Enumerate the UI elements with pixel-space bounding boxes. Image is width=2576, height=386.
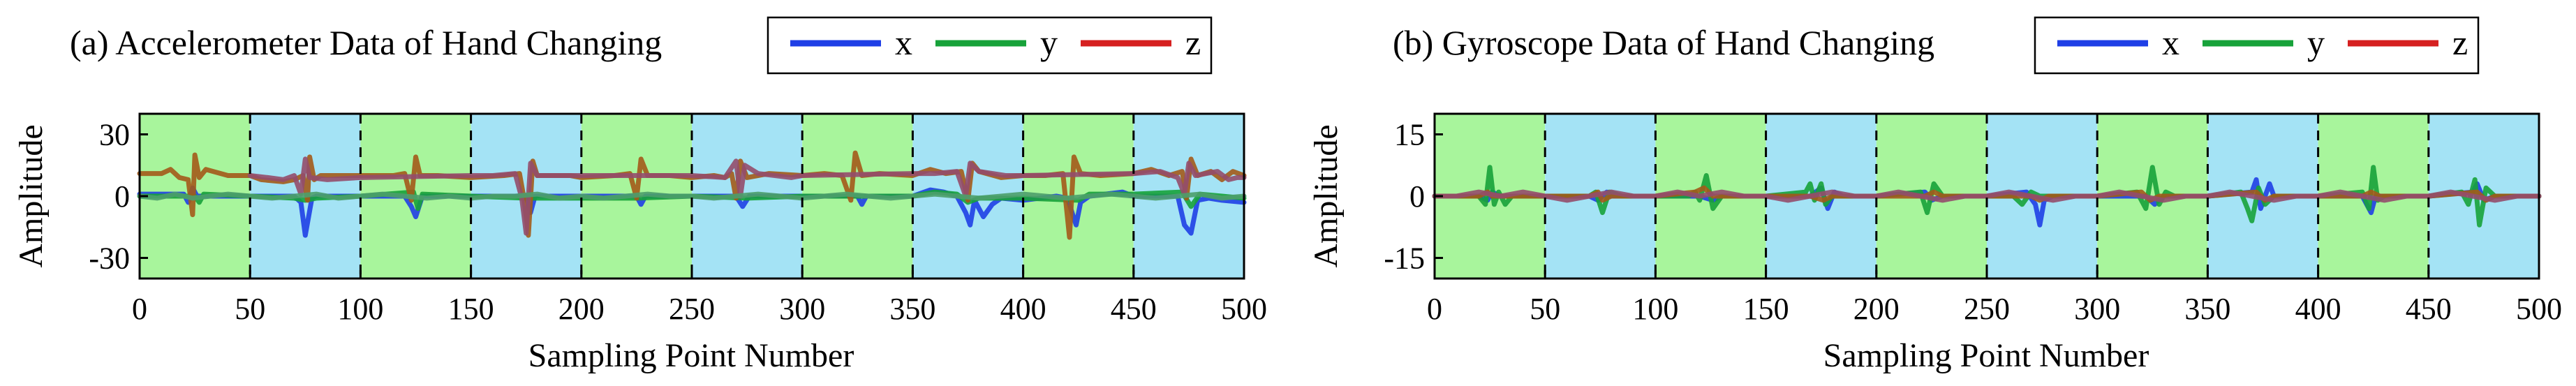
x-tick-label: 0: [1427, 292, 1442, 326]
legend-label-y: y: [2307, 23, 2325, 62]
accelerometer-panel: (a) Accelerometer Data of Hand Changing …: [13, 16, 1267, 374]
y-tick-label: -15: [1384, 242, 1425, 276]
legend-label-y: y: [1040, 23, 1058, 62]
y-tick-label: -30: [89, 242, 130, 276]
x-tick-label: 100: [1632, 292, 1678, 326]
chart-title: (a) Accelerometer Data of Hand Changing: [70, 23, 662, 62]
x-tick-label: 500: [1221, 292, 1267, 326]
legend-label-z: z: [2452, 23, 2468, 62]
x-tick-label: 450: [1111, 292, 1157, 326]
y-axis-label: Amplitude: [1308, 124, 1345, 267]
x-tick-label: 200: [558, 292, 605, 326]
legend-label-z: z: [1185, 23, 1201, 62]
x-axis-label: Sampling Point Number: [528, 337, 854, 374]
x-tick-label: 200: [1853, 292, 1900, 326]
x-tick-label: 300: [779, 292, 825, 326]
x-tick-label: 50: [1530, 292, 1560, 326]
x-tick-label: 400: [2295, 292, 2341, 326]
x-tick-label: 250: [1964, 292, 2010, 326]
x-tick-label: 450: [2406, 292, 2452, 326]
series-line-overlay: [1432, 189, 2542, 203]
y-tick-label: 0: [1409, 179, 1425, 214]
y-tick-label: 30: [99, 118, 130, 152]
y-tick-label: 15: [1394, 118, 1425, 152]
x-tick-label: 50: [235, 292, 265, 326]
x-axis-label: Sampling Point Number: [1823, 337, 2149, 374]
x-tick-label: 300: [2074, 292, 2120, 326]
series-line-overlay: [247, 156, 1247, 236]
chart-title: (b) Gyroscope Data of Hand Changing: [1393, 23, 1934, 62]
x-tick-label: 500: [2516, 292, 2562, 326]
y-tick-label: 0: [114, 179, 130, 214]
x-tick-label: 250: [669, 292, 715, 326]
x-tick-label: 150: [1743, 292, 1789, 326]
x-tick-label: 350: [2184, 292, 2230, 326]
x-tick-label: 350: [889, 292, 935, 326]
x-tick-label: 400: [1000, 292, 1046, 326]
legend: x y z: [767, 16, 1213, 75]
series-line-overlay2: [137, 191, 1247, 201]
x-tick-label: 0: [132, 292, 147, 326]
legend-label-x: x: [895, 23, 912, 62]
legend-label-x: x: [2162, 23, 2179, 62]
legend: x y z: [2034, 16, 2480, 75]
x-tick-label: 100: [337, 292, 383, 326]
x-tick-label: 150: [448, 292, 494, 326]
y-axis-label: Amplitude: [13, 124, 50, 267]
gyroscope-panel: (b) Gyroscope Data of Hand Changing x y …: [1308, 16, 2562, 374]
